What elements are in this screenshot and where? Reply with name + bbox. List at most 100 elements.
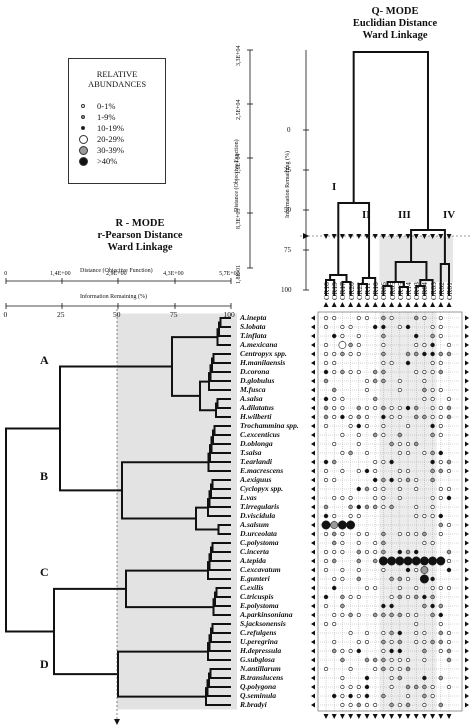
row-arrow-left [311, 495, 315, 501]
abundance-dot [397, 576, 402, 582]
abundance-dot [446, 468, 451, 473]
legend-symbol [81, 104, 85, 108]
row-arrow-right [465, 612, 469, 618]
column-arrow-top [389, 302, 395, 307]
column-arrow-bottom [372, 714, 378, 719]
abundance-dot [356, 531, 361, 536]
abundance-dot [373, 549, 378, 554]
abundance-dot [430, 333, 435, 339]
abundance-dot [422, 387, 427, 393]
abundance-dot [414, 333, 419, 339]
abundance-dot [438, 414, 443, 419]
abundance-dot [438, 468, 443, 474]
column-arrow-bottom [339, 714, 345, 719]
abundance-dot [405, 360, 411, 366]
abundance-dot [356, 441, 361, 446]
abundance-dot [381, 342, 386, 347]
row-arrow-right [465, 495, 469, 501]
abundance-dot [397, 486, 402, 491]
r-distance-tick-label: 0 [4, 271, 8, 277]
abundance-dot [438, 630, 443, 636]
q-dendrogram-link [352, 51, 429, 230]
abundance-dot [446, 522, 451, 527]
column-arrow-top [348, 302, 354, 307]
q-mode-title-text: Q- MODE [371, 6, 419, 17]
abundance-dot [414, 531, 419, 536]
species-label: A.parkinsoniana [240, 610, 293, 619]
abundance-dot [405, 594, 410, 599]
abundance-dot [438, 675, 443, 681]
abundance-dot [364, 387, 369, 392]
row-arrow-right [465, 576, 469, 582]
row-arrow-right [465, 567, 469, 573]
q-mode-subtitle-2: Ward Linkage [362, 30, 428, 41]
abundance-dot [405, 468, 410, 473]
abundance-dot [381, 630, 386, 635]
abundance-dot [422, 513, 427, 518]
legend-symbol [81, 115, 85, 119]
abundance-dot [356, 540, 361, 545]
abundance-dot [422, 693, 427, 699]
abundance-dot [389, 702, 394, 708]
row-arrow-left [311, 450, 315, 456]
abundance-dot [389, 441, 394, 447]
abundance-dot [364, 423, 369, 428]
abundance-dot [389, 504, 394, 510]
abundance-dot [389, 459, 394, 465]
abundance-dot [430, 369, 435, 374]
abundance-dot [323, 666, 328, 671]
matrix-frame [317, 311, 463, 712]
species-label: T.inflata [240, 331, 267, 340]
column-arrow-top [446, 302, 452, 307]
abundance-dot [403, 556, 413, 566]
q-mode-subtitle-1: Euclidian Distance [352, 18, 438, 29]
abundance-dot [373, 324, 378, 330]
abundance-dot [389, 360, 394, 365]
abundance-dot [422, 603, 427, 609]
abundance-dot [332, 648, 337, 654]
abundance-dot [323, 369, 329, 375]
abundance-dot [430, 432, 435, 438]
abundance-dot [389, 603, 394, 609]
column-arrow-q [446, 234, 452, 239]
abundance-dot [414, 513, 419, 518]
abundance-dot [321, 520, 331, 530]
abundance-dot [430, 639, 435, 645]
species-label: A.mexicana [240, 340, 278, 349]
abundance-dot [364, 585, 369, 590]
abundance-dot [340, 594, 345, 600]
abundance-dot [373, 459, 378, 464]
abundance-dot [430, 360, 435, 365]
abundance-dot [332, 693, 337, 699]
abundance-dot [364, 531, 369, 536]
q-group-label-1: I [332, 181, 337, 193]
abundance-dot [356, 504, 361, 510]
abundance-dot [381, 477, 386, 483]
abundance-dot [323, 423, 328, 428]
abundance-dot [422, 315, 427, 320]
abundance-dot [373, 432, 378, 438]
abundance-dot [446, 414, 452, 420]
column-arrow-q [323, 234, 329, 239]
row-arrow-left [311, 621, 315, 627]
abundance-dot [438, 387, 443, 392]
abundance-dot [381, 639, 386, 645]
abundance-dot [373, 702, 378, 707]
species-label: T.irregularis [240, 502, 280, 511]
q-mode-title: Q- MODE Euclidian Distance Ward Linkage [320, 6, 470, 42]
abundance-dot [428, 556, 438, 566]
abundance-dot [348, 351, 353, 356]
abundance-dot [405, 576, 410, 581]
row-arrow-left [311, 702, 315, 708]
abundance-dot [373, 540, 378, 545]
column-arrow-top [339, 302, 345, 307]
species-label: D.oblonga [240, 439, 273, 448]
r-info-tick-label: 25 [57, 310, 65, 319]
abundance-dot [414, 585, 419, 590]
row-arrow-left [311, 477, 315, 483]
row-arrow-left [311, 387, 315, 393]
abundance-dot [381, 369, 386, 375]
abundance-dot [430, 504, 435, 509]
abundance-dot [389, 639, 394, 644]
abundance-dot [389, 414, 394, 419]
